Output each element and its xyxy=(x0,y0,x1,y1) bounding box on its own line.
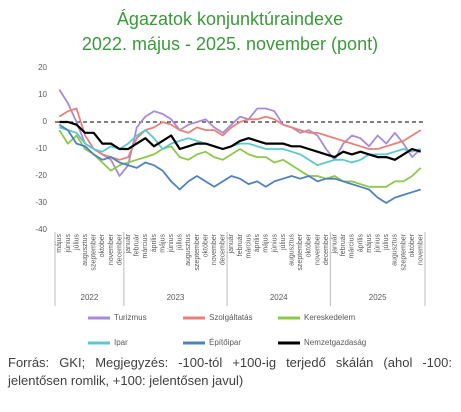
series-line xyxy=(59,120,422,161)
x-group-label: 2022 xyxy=(81,293,99,302)
x-tick-label: április xyxy=(254,234,261,253)
series-line xyxy=(58,129,422,188)
y-tick-label: -20 xyxy=(35,171,47,180)
x-tick-label: február xyxy=(340,233,347,256)
x-tick-label: augusztus xyxy=(82,234,89,266)
source-note: Forrás: GKI; Megjegyzés: -100-tól +100-i… xyxy=(8,355,452,388)
legend-label: Turizmus xyxy=(114,313,147,322)
x-tick-label: június xyxy=(65,234,72,254)
x-tick-label: október xyxy=(409,233,416,257)
y-tick-label: 0 xyxy=(43,117,48,126)
legend-label: Kereskedelem xyxy=(304,313,355,322)
x-tick-label: február xyxy=(237,233,244,256)
chart-title: 2022. május - 2025. november (pont) xyxy=(82,34,378,54)
x-tick-label: június xyxy=(271,234,278,254)
x-tick-label: január xyxy=(228,233,235,254)
x-tick-label: július xyxy=(177,234,184,251)
x-tick-label: szeptember xyxy=(194,233,201,270)
x-tick-label: július xyxy=(280,234,287,251)
x-tick-label: június xyxy=(375,234,382,254)
x-tick-label: március xyxy=(349,234,356,259)
y-tick-label: -10 xyxy=(35,144,47,153)
x-tick-label: május xyxy=(366,234,373,253)
x-tick-label: február xyxy=(134,233,141,256)
legend-label: Ipar xyxy=(114,338,128,347)
x-tick-label: november xyxy=(211,233,218,265)
x-tick-label: szeptember xyxy=(297,233,304,270)
x-tick-label: augusztus xyxy=(288,234,295,266)
x-group-label: 2025 xyxy=(369,293,387,302)
x-group-label: 2024 xyxy=(270,293,288,302)
series-line xyxy=(58,107,422,161)
x-tick-label: október xyxy=(99,233,106,257)
x-tick-label: január xyxy=(331,233,338,254)
series-line xyxy=(58,89,422,177)
legend-label: Szolgáltatás xyxy=(209,313,253,322)
y-tick-label: 20 xyxy=(38,63,47,72)
x-tick-label: december xyxy=(220,233,227,265)
x-tick-label: december xyxy=(323,233,330,265)
y-tick-label: -40 xyxy=(35,225,47,234)
x-tick-label: október xyxy=(202,233,209,257)
x-tick-label: június xyxy=(168,234,175,254)
x-tick-label: március xyxy=(142,234,149,259)
x-tick-label: december xyxy=(116,233,123,265)
x-tick-label: augusztus xyxy=(392,234,399,266)
x-tick-label: október xyxy=(306,233,313,257)
x-tick-label: április xyxy=(357,234,364,253)
x-tick-label: január xyxy=(125,233,132,254)
x-tick-label: november xyxy=(314,233,321,265)
chart: Ágazatok konjunktúraindexe 2022. május -… xyxy=(35,9,426,347)
x-tick-label: április xyxy=(151,234,158,253)
x-tick-label: július xyxy=(383,234,390,251)
x-tick-label: november xyxy=(108,233,115,265)
x-tick-label: szeptember xyxy=(91,233,98,270)
legend-label: Nemzetgazdaság xyxy=(304,338,366,347)
x-tick-label: május xyxy=(56,234,63,253)
series-line xyxy=(58,123,421,204)
x-tick-label: május xyxy=(263,234,270,253)
x-tick-label: május xyxy=(159,234,166,253)
x-tick-label: november xyxy=(418,233,425,265)
y-tick-label: -30 xyxy=(35,198,47,207)
chart-title: Ágazatok konjunktúraindexe xyxy=(117,9,343,29)
x-tick-label: szeptember xyxy=(400,233,407,270)
legend-label: Építőipar xyxy=(209,338,241,347)
y-tick-label: 10 xyxy=(38,90,47,99)
x-tick-label: július xyxy=(73,234,80,251)
x-group-label: 2023 xyxy=(167,293,185,302)
x-tick-label: augusztus xyxy=(185,234,192,266)
x-tick-label: március xyxy=(245,234,252,259)
